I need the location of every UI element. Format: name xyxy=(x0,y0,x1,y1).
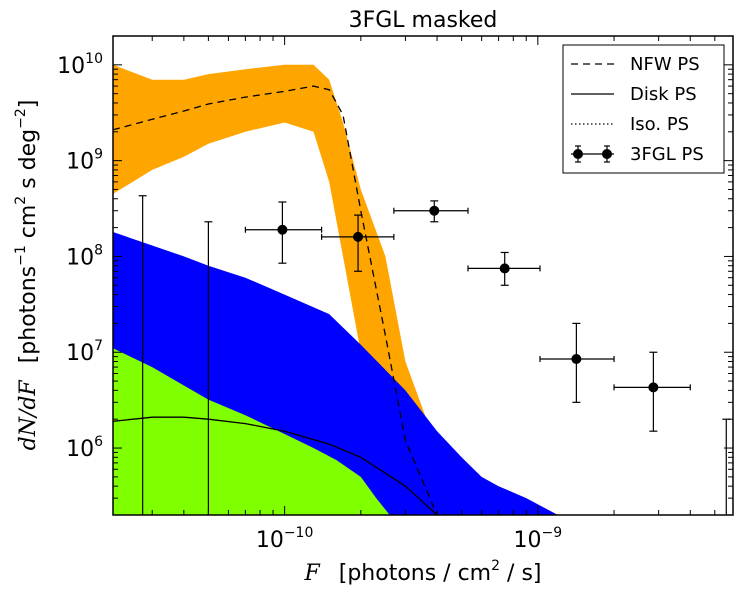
median-disk-ps xyxy=(113,416,438,515)
legend: NFW PS Disk PS Iso. PS 3FGL PS xyxy=(562,44,725,174)
legend-item-iso-ps: Iso. PS xyxy=(571,114,689,135)
x-axis-tail: / s] xyxy=(500,561,541,586)
y-tick-label: 109 xyxy=(66,147,103,175)
x-tick-label: 10−10 xyxy=(256,525,314,553)
y-tick-label: 106 xyxy=(66,434,103,462)
legend-box xyxy=(562,44,725,174)
upper-limit-1 xyxy=(138,195,147,515)
y-axis-exp1: −1 xyxy=(13,245,29,266)
y-axis-exp3: −2 xyxy=(13,108,29,129)
data-point-2 xyxy=(321,214,395,272)
plot-area xyxy=(113,64,558,515)
data-marker xyxy=(277,224,288,235)
upper-limit-3 xyxy=(722,418,731,515)
data-marker xyxy=(499,263,510,274)
band-iso-ps xyxy=(113,348,390,515)
data-point-1 xyxy=(244,201,323,264)
data-marker xyxy=(648,382,659,393)
points-layer xyxy=(138,195,731,515)
data-point-6 xyxy=(613,351,691,432)
y-axis-text: [photons xyxy=(16,266,41,363)
legend-swatch-marker xyxy=(602,149,612,159)
y-axis-mid: cm xyxy=(16,205,41,246)
x-axis-symbol: F xyxy=(303,561,320,586)
data-marker xyxy=(429,205,440,216)
plot-frame xyxy=(112,35,734,516)
x-axis-text: [photons / cm xyxy=(339,561,491,586)
ticks-layer: 10−10 10−9 106 107 108 109 1010 xyxy=(57,35,733,553)
y-axis-mid2: s deg xyxy=(16,129,41,196)
data-point-5 xyxy=(539,322,615,403)
data-marker xyxy=(571,354,582,365)
legend-item-3fgl-ps: 3FGL PS xyxy=(571,144,704,165)
y-axis-exp2: 2 xyxy=(13,196,29,205)
legend-swatch-marker xyxy=(573,149,583,159)
y-tick-label: 107 xyxy=(66,338,103,366)
data-point-4 xyxy=(467,251,541,286)
data-marker xyxy=(353,231,364,242)
legend-item-nfw-ps: NFW PS xyxy=(571,54,700,75)
median-layer xyxy=(113,85,438,515)
data-point-3 xyxy=(393,200,469,223)
x-axis-exp: 2 xyxy=(491,558,500,574)
y-tick-label: 108 xyxy=(66,242,103,270)
y-axis-title: dN/dF [photons−1 cm2 s deg−2] xyxy=(13,100,41,451)
legend-item-disk-ps: Disk PS xyxy=(571,84,697,105)
bands-layer xyxy=(113,64,558,515)
legend-label: Iso. PS xyxy=(630,114,689,135)
y-axis-symbol: dN/dF xyxy=(16,380,41,451)
y-axis-end: ] xyxy=(16,100,41,109)
legend-label: NFW PS xyxy=(630,54,700,75)
median-nfw-ps xyxy=(113,85,438,515)
x-axis-title: F [photons / cm2 / s] xyxy=(303,558,541,586)
legend-label: 3FGL PS xyxy=(630,144,704,165)
upper-limit-2 xyxy=(204,221,213,515)
y-tick-label: 1010 xyxy=(57,51,103,79)
chart-title: 3FGL masked xyxy=(349,8,498,33)
legend-label: Disk PS xyxy=(630,84,697,105)
x-tick-label: 10−9 xyxy=(513,525,562,553)
